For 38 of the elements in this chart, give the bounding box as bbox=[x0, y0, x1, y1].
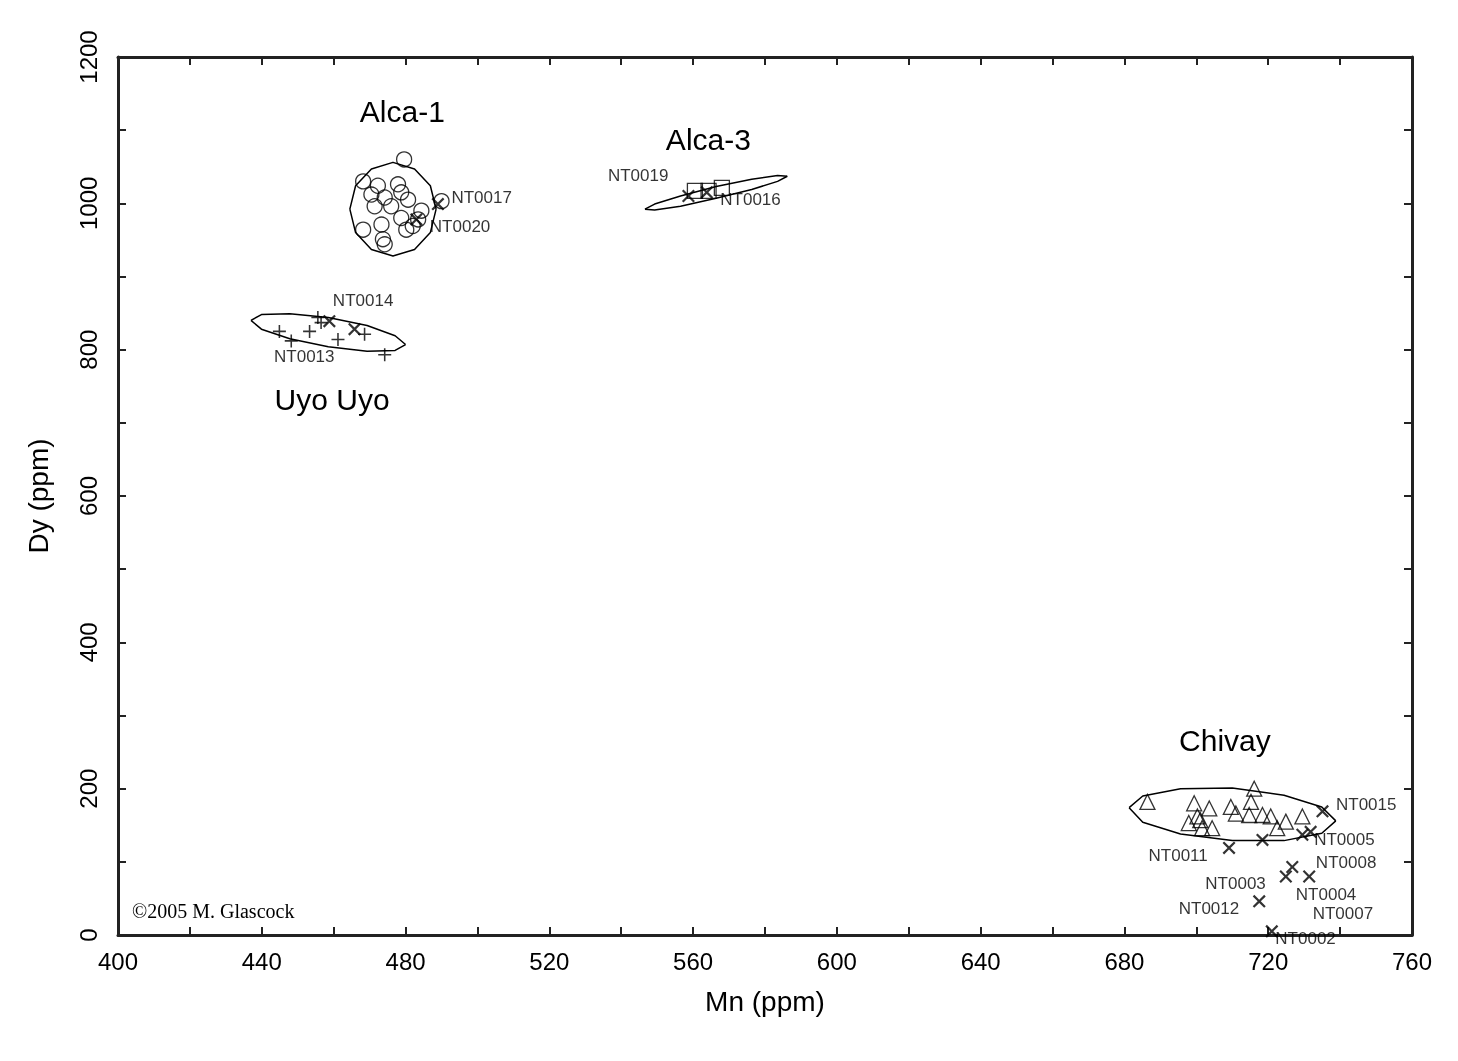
x-tick-label: 600 bbox=[816, 947, 857, 975]
x-tick-label: 760 bbox=[1391, 947, 1433, 975]
y-tick-label: 1000 bbox=[74, 176, 102, 231]
y-tick-label: 400 bbox=[74, 622, 102, 663]
data-label: NT0016 bbox=[720, 190, 781, 210]
x-tick-label: 680 bbox=[1104, 947, 1145, 975]
data-label: NT0012 bbox=[1178, 899, 1240, 919]
y-tick-label: 200 bbox=[74, 768, 102, 809]
data-label: NT0004 bbox=[1295, 884, 1357, 904]
x-tick-label: 400 bbox=[97, 947, 139, 975]
series-label: Uyo Uyo bbox=[274, 383, 390, 417]
data-label: NT0020 bbox=[429, 217, 491, 237]
data-label: NT0008 bbox=[1315, 852, 1377, 872]
series-label: Alca-1 bbox=[359, 94, 445, 128]
series-label: Alca-3 bbox=[665, 123, 751, 157]
y-tick-label: 600 bbox=[74, 475, 102, 517]
x-axis-title: Mn (ppm) bbox=[705, 985, 825, 1017]
annotation: ©2005 M. Glascock bbox=[132, 900, 295, 922]
x-tick-label: 520 bbox=[529, 947, 570, 975]
data-label: NT0013 bbox=[274, 347, 335, 367]
data-label: NT0014 bbox=[332, 291, 394, 311]
series-label: Chivay bbox=[1179, 724, 1271, 758]
data-label: NT0011 bbox=[1148, 845, 1208, 865]
x-tick-label: 640 bbox=[960, 947, 1001, 975]
y-tick-label: 800 bbox=[74, 329, 102, 370]
data-label: NT0005 bbox=[1314, 829, 1375, 849]
x-tick-label: 440 bbox=[241, 947, 282, 975]
x-tick-label: 560 bbox=[673, 947, 714, 975]
data-label: NT0015 bbox=[1336, 795, 1397, 815]
data-label: NT0017 bbox=[451, 188, 512, 208]
data-label: NT0019 bbox=[607, 166, 669, 186]
y-tick-label: 0 bbox=[74, 928, 102, 942]
x-tick-label: 720 bbox=[1248, 947, 1289, 975]
x-tick-label: 480 bbox=[385, 947, 426, 975]
data-label: NT0007 bbox=[1312, 904, 1374, 924]
y-axis-title: Dy (ppm) bbox=[22, 438, 54, 554]
y-tick-label: 1200 bbox=[74, 30, 102, 84]
data-label: NT0003 bbox=[1205, 874, 1266, 894]
